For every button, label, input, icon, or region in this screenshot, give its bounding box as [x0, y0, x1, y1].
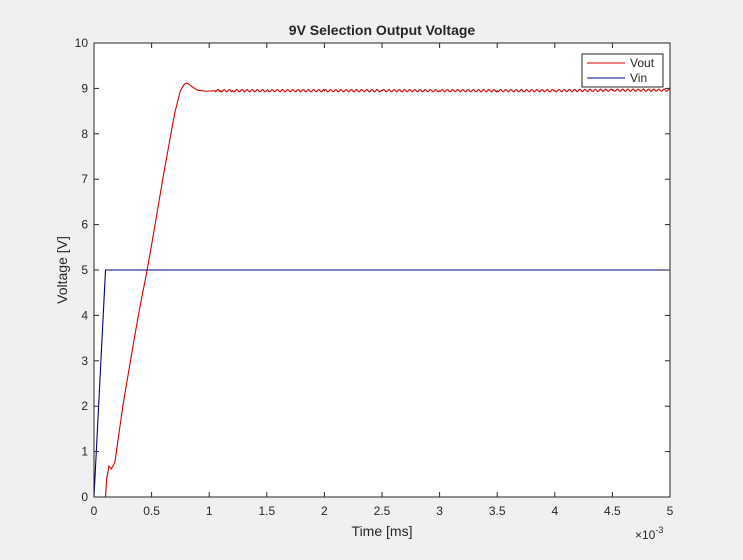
series-line-vout — [94, 82, 671, 498]
x-tick-label: 3.5 — [489, 504, 506, 518]
chart-title: 9V Selection Output Voltage — [289, 22, 476, 38]
y-tick-label: 1 — [81, 445, 88, 459]
series-layer — [93, 82, 671, 498]
x-tick-label: 2.5 — [374, 504, 391, 518]
ticks-layer: 0 0.5 1 1.5 2 2.5 3 3.5 4 4.5 5 0 1 2 3 4 5 6 7 8 9 10 — [75, 36, 674, 518]
x-tick-label: 1.5 — [258, 504, 275, 518]
x-tick-label: 0 — [91, 504, 98, 518]
y-tick-label: 7 — [81, 172, 88, 186]
legend-label-vin: Vin — [630, 71, 647, 85]
x-tick-label: 5 — [667, 504, 674, 518]
x-tick-label: 1 — [206, 504, 213, 518]
x-axis-exponent: ×10-3 — [635, 525, 663, 542]
x-tick-label: 3 — [436, 504, 443, 518]
y-axis-label: Voltage [V] — [54, 236, 70, 304]
y-tick-label: 0 — [81, 490, 88, 504]
y-tick-label: 9 — [81, 81, 88, 95]
x-tick-label: 4.5 — [604, 504, 621, 518]
legend: Vout Vin — [581, 53, 664, 88]
y-tick-label: 5 — [81, 263, 88, 277]
series-line-vin — [93, 269, 670, 498]
x-tick-label: 2 — [321, 504, 328, 518]
x-axis-exponent-base: ×10 — [635, 528, 656, 542]
y-tick-label: 3 — [81, 354, 88, 368]
y-tick-label: 6 — [81, 218, 88, 232]
legend-label-vout: Vout — [630, 56, 655, 70]
x-tick-label: 4 — [551, 504, 558, 518]
x-axis-exponent-power: -3 — [655, 525, 663, 535]
y-tick-label: 2 — [81, 399, 88, 413]
x-tick-label: 0.5 — [143, 504, 160, 518]
legend-box — [581, 53, 664, 88]
y-tick-label: 10 — [75, 36, 89, 50]
y-tick-label: 4 — [81, 308, 88, 322]
y-tick-label: 8 — [81, 127, 88, 141]
x-axis-label: Time [ms] — [352, 523, 413, 539]
